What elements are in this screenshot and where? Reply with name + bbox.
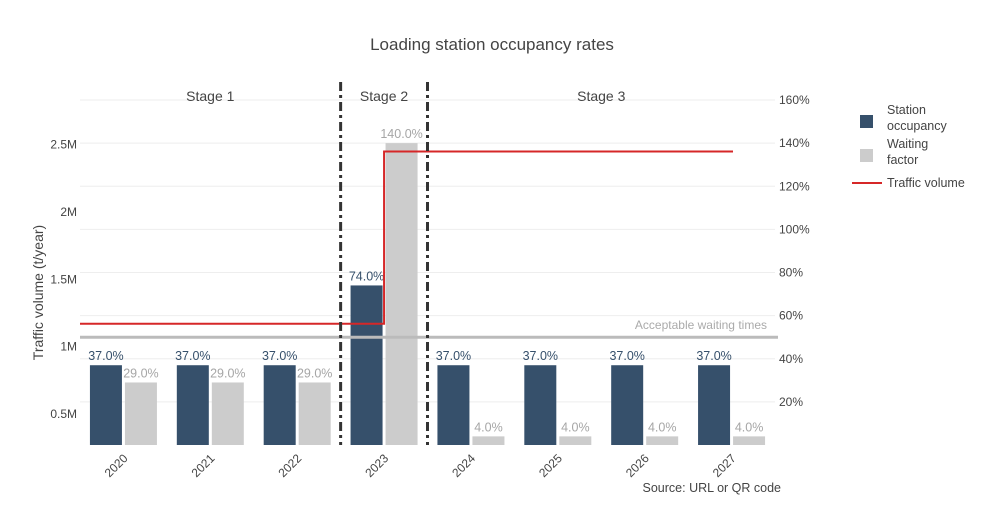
data-label-waiting-factor: 29.0%: [123, 366, 158, 380]
traffic-volume-line: [80, 150, 733, 325]
legend-label-line: Traffic volume: [887, 176, 965, 190]
bar-station-occupancy: [611, 365, 644, 445]
y-tick-label: 1.5M: [50, 272, 77, 286]
y-tick-label: 2.5M: [50, 138, 77, 152]
data-label-waiting-factor: 4.0%: [648, 420, 677, 434]
legend-label-line: factor: [887, 153, 918, 167]
legend: Station occupancy Waiting factor Traffic vol…: [852, 103, 965, 190]
plot-area: 0.5M 1M 1.5M 2M 2.5M 20% 40% 60% 80% 100% 120% 140%…: [30, 82, 810, 480]
data-label-waiting-factor: 29.0%: [297, 366, 332, 380]
data-label-waiting-factor: 140.0%: [380, 127, 422, 141]
data-label-station-occupancy: 37.0%: [175, 349, 210, 363]
bar-station-occupancy: [263, 365, 296, 445]
stage-label: Stage 3: [577, 88, 625, 104]
data-label-waiting-factor: 4.0%: [735, 420, 764, 434]
x-tick-label: 2025: [536, 451, 565, 480]
data-label-station-occupancy: 37.0%: [696, 349, 731, 363]
y-tick-label: 2M: [60, 205, 77, 219]
bar-waiting-factor: [385, 143, 418, 445]
y-axis-title: Traffic volume (t/year): [30, 225, 46, 360]
stage-label: Stage 2: [360, 88, 408, 104]
bar-station-occupancy: [437, 365, 470, 445]
y2-tick-label: 160%: [779, 93, 810, 107]
y2-tick-label: 20%: [779, 395, 803, 409]
y2-tick-label: 80%: [779, 266, 803, 280]
bar-waiting-factor: [733, 436, 766, 445]
bar-waiting-factor: [472, 436, 505, 445]
y2-tick-label: 100%: [779, 222, 810, 236]
bar-station-occupancy: [698, 365, 731, 445]
source-note: Source: URL or QR code: [643, 481, 782, 495]
data-label-waiting-factor: 4.0%: [474, 420, 503, 434]
y2-tick-label: 120%: [779, 179, 810, 193]
data-label-waiting-factor: 29.0%: [210, 366, 245, 380]
y-tick-label: 1M: [60, 340, 77, 354]
y-tick-label: 0.5M: [50, 407, 77, 421]
legend-label-line: occupancy: [887, 119, 948, 133]
bar-waiting-factor: [124, 382, 157, 445]
bar-station-occupancy: [524, 365, 557, 445]
data-label-station-occupancy: 37.0%: [609, 349, 644, 363]
bar-waiting-factor: [646, 436, 679, 445]
bar-waiting-factor: [559, 436, 592, 445]
x-tick-label: 2023: [362, 451, 391, 480]
bar-station-occupancy: [350, 285, 383, 445]
legend-swatch: [860, 149, 873, 162]
data-label-station-occupancy: 37.0%: [262, 349, 297, 363]
data-label-station-occupancy: 74.0%: [349, 269, 384, 283]
bar-station-occupancy: [176, 365, 209, 445]
legend-swatch: [860, 115, 873, 128]
x-tick-label: 2022: [276, 451, 305, 480]
x-tick-label: 2020: [102, 451, 131, 480]
y2-tick-label: 140%: [779, 136, 810, 150]
legend-label-line: Station: [887, 103, 926, 117]
bar-station-occupancy: [89, 365, 122, 445]
legend-label-line: Waiting: [887, 137, 928, 151]
reference-line-label: Acceptable waiting times: [635, 318, 767, 332]
y2-tick-label: 60%: [779, 309, 803, 323]
data-label-waiting-factor: 4.0%: [561, 420, 590, 434]
x-tick-label: 2027: [710, 451, 739, 480]
data-label-station-occupancy: 37.0%: [88, 349, 123, 363]
data-label-station-occupancy: 37.0%: [436, 349, 471, 363]
x-tick-label: 2021: [189, 451, 218, 480]
legend-label: Traffic volume: [887, 176, 965, 190]
chart-title: Loading station occupancy rates: [370, 35, 614, 54]
x-tick-label: 2024: [449, 451, 478, 480]
legend-label: Waiting factor: [887, 137, 928, 167]
y2-tick-label: 40%: [779, 352, 803, 366]
stage-label: Stage 1: [186, 88, 234, 104]
bar-waiting-factor: [211, 382, 244, 445]
data-label-station-occupancy: 37.0%: [523, 349, 558, 363]
x-tick-label: 2026: [623, 451, 652, 480]
legend-label: Station occupancy: [887, 103, 948, 133]
bar-waiting-factor: [298, 382, 331, 445]
